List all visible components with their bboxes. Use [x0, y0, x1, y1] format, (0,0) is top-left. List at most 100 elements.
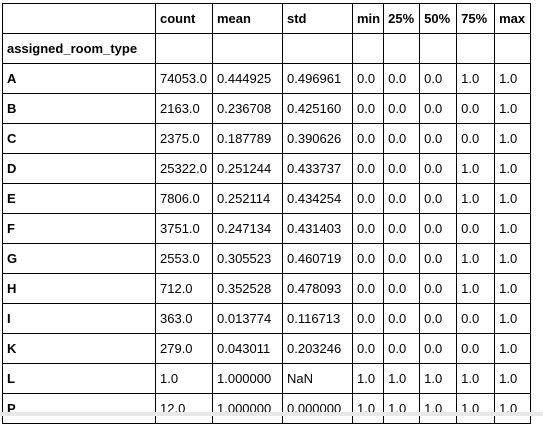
- table-cell: 0.425160: [282, 93, 353, 124]
- column-header: 50%: [419, 3, 458, 34]
- table-cell: 1.0: [456, 63, 496, 94]
- table-cell: 0.0: [383, 213, 421, 244]
- empty-header-cell: [456, 33, 496, 64]
- table-cell: 0.013774: [212, 303, 283, 334]
- table-cell: 0.0: [351, 123, 385, 154]
- table-row: D 25322.0 0.251244 0.433737 0.0 0.0 0.0 1.0 1.0: [2, 153, 532, 184]
- empty-header-cell: [155, 33, 213, 64]
- table-cell: 2375.0: [155, 123, 213, 154]
- empty-header-cell: [383, 33, 421, 64]
- column-header: max: [494, 3, 532, 34]
- table-cell: 1.000000: [212, 393, 283, 424]
- table-cell: 363.0: [155, 303, 213, 334]
- table-cell: 0.444925: [212, 63, 283, 94]
- table-cell: 1.000000: [212, 363, 283, 394]
- table-cell: 0.0: [383, 273, 421, 304]
- table-cell: 0.0: [383, 63, 421, 94]
- row-index-label: G: [2, 243, 156, 274]
- table-cell: 1.0: [494, 363, 532, 394]
- column-header: 75%: [456, 3, 496, 34]
- table-row: B 2163.0 0.236708 0.425160 0.0 0.0 0.0 0.0 1.0: [2, 93, 532, 124]
- table-row: E 7806.0 0.252114 0.434254 0.0 0.0 0.0 1.0 1.0: [2, 183, 532, 214]
- table-cell: 0.0: [383, 243, 421, 274]
- table-row: F 3751.0 0.247134 0.431403 0.0 0.0 0.0 0.0 1.0: [2, 213, 532, 244]
- table-cell: 0.0: [351, 183, 385, 214]
- output-scroll-edge: [0, 412, 543, 416]
- table-cell: 1.0: [494, 183, 532, 214]
- table-cell: 0.0: [419, 123, 458, 154]
- table-cell: 0.390626: [282, 123, 353, 154]
- table-cell: 0.434254: [282, 183, 353, 214]
- table-cell: 0.043011: [212, 333, 283, 364]
- empty-header-cell: [351, 33, 385, 64]
- table-row: H 712.0 0.352528 0.478093 0.0 0.0 0.0 1.0 1.0: [2, 273, 532, 304]
- table-cell: 1.0: [456, 183, 496, 214]
- row-index-label: H: [2, 273, 156, 304]
- table-cell: 1.0: [419, 393, 458, 424]
- table-cell: 1.0: [456, 243, 496, 274]
- table-cell: 1.0: [494, 303, 532, 334]
- table-cell: 1.0: [383, 363, 421, 394]
- table-cell: 0.247134: [212, 213, 283, 244]
- table-cell: 0.0: [419, 243, 458, 274]
- table-cell: 0.0: [383, 183, 421, 214]
- table-cell: 0.0: [351, 273, 385, 304]
- table-cell: 0.0: [419, 153, 458, 184]
- table-cell: 0.0: [351, 333, 385, 364]
- table-cell: 0.0: [456, 93, 496, 124]
- table-cell: 1.0: [494, 153, 532, 184]
- table-cell: 0.251244: [212, 153, 283, 184]
- table-row: P 12.0 1.000000 0.000000 1.0 1.0 1.0 1.0 1.0: [2, 393, 532, 424]
- dataframe-output: count mean std min 25% 50% 75% max assig…: [2, 3, 532, 424]
- table-cell: 1.0: [155, 363, 213, 394]
- row-index-label: B: [2, 93, 156, 124]
- table-cell: 3751.0: [155, 213, 213, 244]
- table-cell: 0.0: [456, 213, 496, 244]
- table-cell: 0.0: [419, 63, 458, 94]
- row-index-label: A: [2, 63, 156, 94]
- empty-header-cell: [282, 33, 353, 64]
- table-cell: 0.0: [351, 213, 385, 244]
- table-cell: 1.0: [456, 153, 496, 184]
- row-index-label: C: [2, 123, 156, 154]
- table-cell: 2163.0: [155, 93, 213, 124]
- table-cell: 279.0: [155, 333, 213, 364]
- index-name-row: assigned_room_type: [2, 33, 532, 64]
- table-cell: 1.0: [419, 363, 458, 394]
- table-cell: 0.252114: [212, 183, 283, 214]
- table-cell: 0.236708: [212, 93, 283, 124]
- empty-header-cell: [494, 33, 532, 64]
- column-header: mean: [212, 3, 283, 34]
- empty-header-cell: [419, 33, 458, 64]
- table-cell: 1.0: [494, 123, 532, 154]
- table-row: C 2375.0 0.187789 0.390626 0.0 0.0 0.0 0.0 1.0: [2, 123, 532, 154]
- table-cell: 1.0: [456, 273, 496, 304]
- table-cell: 0.0: [351, 243, 385, 274]
- table-cell: 0.0: [351, 153, 385, 184]
- table-row: A 74053.0 0.444925 0.496961 0.0 0.0 0.0 1.0 1.0: [2, 63, 532, 94]
- table-cell: 0.0: [419, 213, 458, 244]
- table-cell: 0.352528: [212, 273, 283, 304]
- table-row: I 363.0 0.013774 0.116713 0.0 0.0 0.0 0.0 1.0: [2, 303, 532, 334]
- table-cell: 0.0: [456, 123, 496, 154]
- row-index-label: D: [2, 153, 156, 184]
- table-cell: 0.433737: [282, 153, 353, 184]
- column-header: count: [155, 3, 213, 34]
- table-row: K 279.0 0.043011 0.203246 0.0 0.0 0.0 0.0 1.0: [2, 333, 532, 364]
- table-cell: 25322.0: [155, 153, 213, 184]
- row-index-label: I: [2, 303, 156, 334]
- table-cell: 1.0: [494, 273, 532, 304]
- table-cell: 0.0: [456, 303, 496, 334]
- table-row: G 2553.0 0.305523 0.460719 0.0 0.0 0.0 1.0 1.0: [2, 243, 532, 274]
- table-cell: 1.0: [383, 393, 421, 424]
- table-cell: 7806.0: [155, 183, 213, 214]
- table-cell: 0.0: [351, 93, 385, 124]
- table-cell: 0.0: [419, 93, 458, 124]
- table-cell: 1.0: [351, 393, 385, 424]
- table-cell: 0.116713: [282, 303, 353, 334]
- table-cell: 12.0: [155, 393, 213, 424]
- row-index-label: P: [2, 393, 156, 424]
- table-cell: 0.0: [383, 153, 421, 184]
- empty-header-cell: [212, 33, 283, 64]
- describe-table: count mean std min 25% 50% 75% max assig…: [2, 3, 532, 424]
